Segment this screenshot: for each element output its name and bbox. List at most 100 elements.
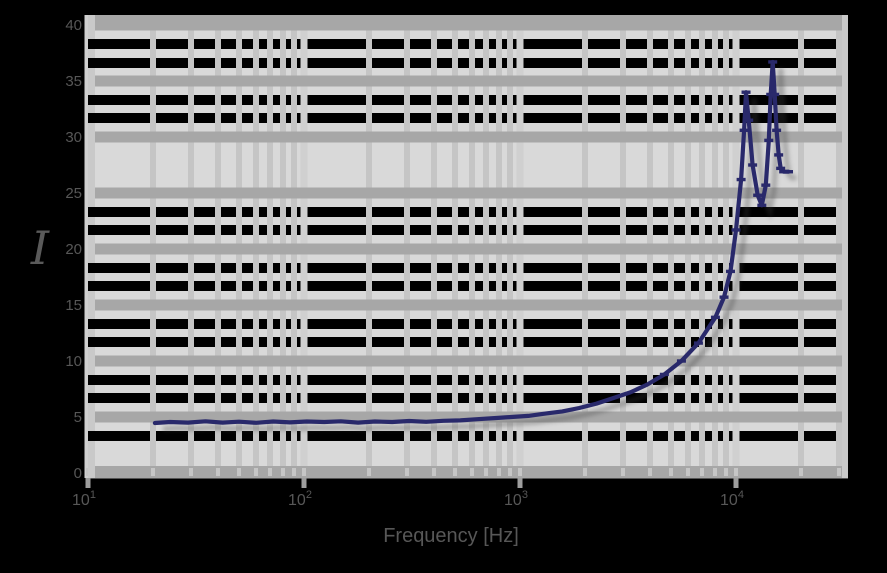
data-marker: [783, 170, 793, 174]
data-marker: [748, 163, 758, 167]
y-tick-label: 20: [65, 241, 82, 258]
data-marker: [731, 228, 741, 232]
curve-shadow: [162, 67, 797, 432]
tick-dash: [724, 468, 728, 476]
h-minor-gridline: [88, 319, 848, 329]
h-minor-gridline: [88, 431, 848, 441]
h-major-gridline: [88, 355, 848, 367]
h-minor-gridline: [88, 393, 848, 403]
bottom-spine: [88, 466, 848, 478]
tick-dash: [237, 468, 241, 476]
data-marker: [757, 203, 767, 208]
y-minor-tick: [88, 113, 95, 123]
tick-dash: [508, 468, 512, 476]
tick-dash: [583, 468, 587, 476]
h-minor-gridline: [88, 207, 848, 217]
right-spine: [842, 15, 848, 478]
data-marker: [761, 183, 771, 187]
y-minor-tick: [88, 375, 95, 385]
tick-dash: [837, 468, 841, 476]
y-minor-tick: [88, 95, 95, 105]
y-minor-tick: [88, 39, 95, 49]
h-minor-gridline: [88, 113, 848, 123]
y-tick-label: 5: [74, 409, 82, 426]
tick-dash: [686, 468, 690, 476]
bottom-tick-dashes: [85, 468, 841, 488]
left-spine: [88, 15, 95, 478]
tick-dash: [432, 468, 436, 476]
h-major-gridline: [88, 243, 848, 255]
data-marker: [676, 359, 686, 363]
h-major-gridline: [88, 187, 848, 199]
y-minor-tick: [88, 337, 95, 347]
data-marker: [768, 60, 778, 64]
x-tick-labels: 101 102 103 104: [72, 489, 744, 509]
y-tick-label: 25: [65, 185, 82, 202]
h-major-gridline: [88, 75, 848, 87]
tick-dash: [189, 468, 193, 476]
h-minor-gridline: [88, 263, 848, 273]
data-marker: [725, 269, 735, 274]
data-marker: [693, 341, 703, 345]
tick-dash: [268, 468, 272, 476]
data-marker: [772, 128, 782, 132]
y-tick-label: 30: [65, 129, 82, 146]
tick-dash: [518, 468, 522, 476]
tick-dash: [405, 468, 409, 476]
tick-dash: [648, 468, 652, 476]
x-major-tick: [517, 478, 523, 488]
tick-dash: [497, 468, 501, 476]
h-major-gridline: [88, 299, 848, 311]
h-minor-gridline: [88, 58, 848, 68]
x-major-tick: [733, 478, 739, 488]
tick-dash: [281, 468, 285, 476]
data-marker: [774, 153, 784, 157]
h-minor-gridline: [88, 225, 848, 235]
y-minor-tick: [88, 393, 95, 403]
h-minor-gridlines: [88, 39, 848, 441]
h-major-gridline: [88, 131, 848, 143]
tick-dash: [734, 468, 738, 476]
data-marker: [753, 193, 763, 197]
y-minor-tick: [88, 281, 95, 291]
data-marker: [744, 118, 754, 122]
x-axis-label: Frequency [Hz]: [383, 525, 519, 547]
tick-dash: [700, 468, 704, 476]
tick-dash: [799, 468, 803, 476]
y-minor-tick: [88, 431, 95, 441]
y-minor-tick: [88, 263, 95, 273]
y-minor-tick: [88, 207, 95, 217]
data-marker: [764, 138, 774, 143]
tick-dash: [713, 468, 717, 476]
y-axis-label: I: [30, 221, 50, 275]
h-minor-gridline: [88, 337, 848, 347]
y-tick-label: 10: [65, 353, 82, 370]
tick-dash: [216, 468, 220, 476]
tick-dash: [669, 468, 673, 476]
left-tick-marks: [88, 39, 95, 441]
data-marker: [736, 177, 746, 182]
y-minor-tick: [88, 225, 95, 235]
h-major-gridline: [88, 411, 848, 423]
data-marker: [659, 372, 669, 377]
tick-dash: [292, 468, 296, 476]
h-minor-gridline: [88, 39, 848, 49]
tick-dash: [484, 468, 488, 476]
top-spine: [88, 15, 848, 28]
tick-dash: [470, 468, 474, 476]
x-major-tick: [85, 478, 91, 488]
data-marker: [776, 166, 786, 171]
y-minor-tick: [88, 58, 95, 68]
y-tick-label: 15: [65, 297, 82, 314]
x-major-tick: [301, 478, 307, 488]
h-minor-gridline: [88, 375, 848, 385]
data-marker: [719, 295, 729, 299]
tick-dash: [621, 468, 625, 476]
data-marker: [770, 92, 780, 97]
tick-dash: [151, 468, 155, 476]
data-marker: [779, 170, 789, 174]
y-minor-tick: [88, 319, 95, 329]
tick-dash: [453, 468, 457, 476]
